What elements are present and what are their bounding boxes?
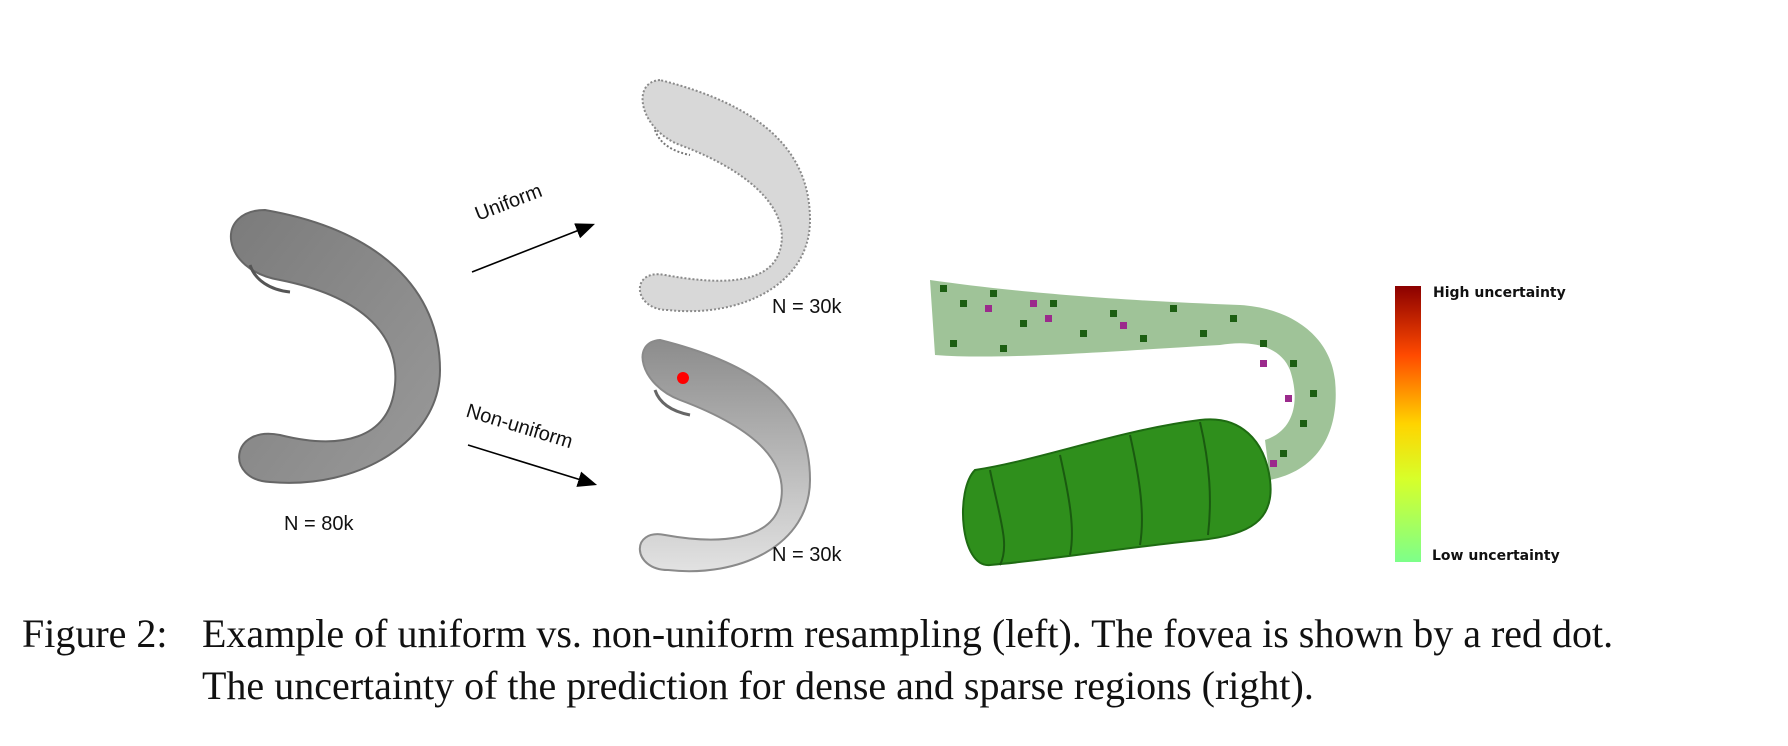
n-nonuniform-label: N = 30k <box>772 544 842 566</box>
original-arch <box>230 208 442 484</box>
n-uniform-label: N = 30k <box>772 296 842 318</box>
figure-graphics <box>230 78 1421 573</box>
figure-caption: Figure 2: Example of uniform vs. non-unif… <box>22 608 1782 712</box>
caption-text-1: Example of uniform vs. non-uniform resam… <box>202 611 1614 656</box>
legend-high-label: High uncertainty <box>1433 285 1566 301</box>
legend-low-label: Low uncertainty <box>1432 548 1560 564</box>
uniform-arrow <box>471 223 595 273</box>
caption-line-1: Figure 2: Example of uniform vs. non-unif… <box>22 608 1782 660</box>
uniform-arch <box>638 78 812 313</box>
nonuniform-arrow <box>467 444 598 487</box>
uncertainty-cloud <box>930 280 1336 567</box>
uncertainty-colorbar <box>1395 286 1421 562</box>
caption-line-2: The uncertainty of the prediction for de… <box>202 663 1314 708</box>
nonuniform-arch <box>638 338 812 573</box>
fovea-dot <box>677 372 689 384</box>
caption-label: Figure 2: <box>22 611 168 656</box>
n-original-label: N = 80k <box>284 513 354 535</box>
figure-panel: Uniform Non-uniform N = 80k N = 30k N = … <box>230 78 1566 573</box>
